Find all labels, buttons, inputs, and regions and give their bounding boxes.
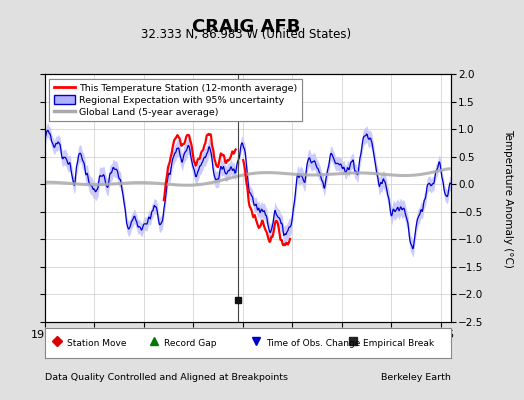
Y-axis label: Temperature Anomaly (°C): Temperature Anomaly (°C) xyxy=(503,128,513,268)
Legend: This Temperature Station (12-month average), Regional Expectation with 95% uncer: This Temperature Station (12-month avera… xyxy=(49,79,302,121)
Text: 32.333 N, 86.983 W (United States): 32.333 N, 86.983 W (United States) xyxy=(141,28,352,41)
Text: Berkeley Earth: Berkeley Earth xyxy=(381,373,451,382)
Text: Record Gap: Record Gap xyxy=(165,338,217,348)
Text: Empirical Break: Empirical Break xyxy=(363,338,434,348)
Text: Time of Obs. Change: Time of Obs. Change xyxy=(266,338,360,348)
Text: CRAIG AFB: CRAIG AFB xyxy=(192,18,300,36)
Text: Data Quality Controlled and Aligned at Breakpoints: Data Quality Controlled and Aligned at B… xyxy=(45,373,288,382)
Text: Station Move: Station Move xyxy=(67,338,126,348)
